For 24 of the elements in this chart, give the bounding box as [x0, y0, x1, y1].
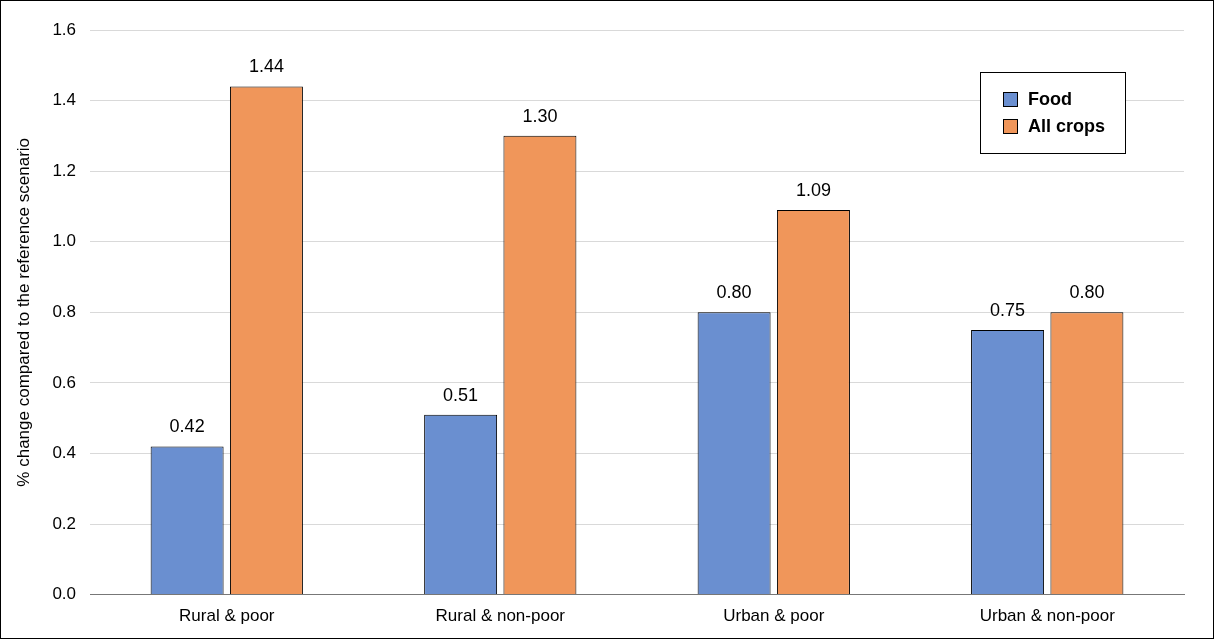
y-tick-label: 1.4: [52, 90, 77, 110]
data-label: 1.09: [795, 179, 831, 200]
y-tick-label: 0.2: [52, 513, 77, 533]
y-tick-label: 0.6: [52, 372, 77, 392]
x-tick-label: Urban & non-poor: [979, 606, 1116, 626]
y-tick-label: 0.0: [52, 584, 77, 604]
legend-label: All crops: [1027, 116, 1105, 137]
y-tick-label: 0.8: [52, 301, 77, 321]
data-label: 0.80: [716, 282, 752, 303]
data-label: 0.75: [990, 299, 1026, 320]
data-label: 0.42: [169, 416, 205, 437]
data-label: 1.44: [248, 56, 284, 77]
y-tick-label: 1.2: [52, 160, 77, 180]
x-tick-label: Rural & poor: [179, 606, 275, 626]
y-tick-label: 0.4: [52, 443, 77, 463]
x-tick-label: Urban & poor: [723, 606, 825, 626]
legend-label: Food: [1027, 89, 1072, 110]
data-label: 1.30: [522, 105, 558, 126]
y-tick-label: 1.0: [52, 231, 77, 251]
data-label: 0.51: [443, 384, 479, 405]
x-tick-label: Rural & non-poor: [435, 606, 566, 626]
y-tick-label: 1.6: [52, 19, 77, 39]
data-label: 0.80: [1069, 282, 1105, 303]
y-axis-title: % change compared to the reference scenario: [13, 137, 33, 487]
